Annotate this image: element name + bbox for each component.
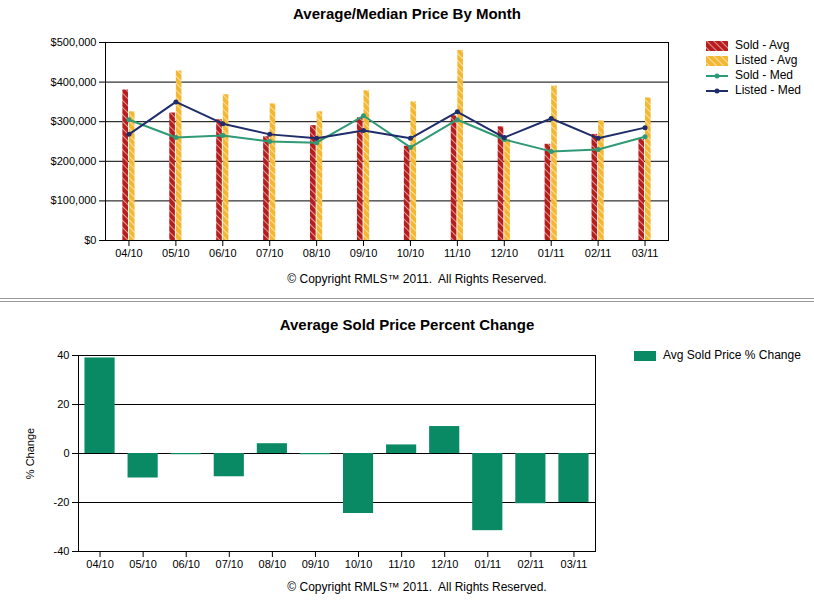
svg-text:20: 20 (57, 398, 69, 410)
svg-text:08/10: 08/10 (259, 558, 287, 570)
html-text:© Copyright RMLS™ 2011. All Ri: © Copyright RMLS™ 2011. All Rights Reser… (287, 580, 547, 594)
svg-text:01/11: 01/11 (538, 247, 565, 259)
svg-text:$300,000: $300,000 (51, 115, 97, 127)
svg-text:06/10: 06/10 (209, 247, 237, 259)
html-text:Sold - Med: Sold - Med (735, 68, 793, 82)
svg-text:11/10: 11/10 (444, 247, 471, 259)
svg-text:08/10: 08/10 (303, 247, 331, 259)
svg-text:$0: $0 (84, 234, 96, 246)
svg-text:$200,000: $200,000 (51, 155, 97, 167)
svg-text:0: 0 (63, 447, 69, 459)
svg-text:01/11: 01/11 (474, 558, 501, 570)
svg-text:-40: -40 (54, 545, 70, 557)
svg-text:06/10: 06/10 (172, 558, 200, 570)
svg-text:03/11: 03/11 (561, 558, 588, 570)
svg-text:12/10: 12/10 (431, 558, 459, 570)
html-text:Average Sold Price Percent Cha: Average Sold Price Percent Change (279, 316, 535, 333)
svg-text:07/10: 07/10 (216, 558, 244, 570)
html-text:Listed - Avg: Listed - Avg (735, 53, 798, 67)
svg-text:09/10: 09/10 (302, 558, 330, 570)
svg-text:40: 40 (57, 349, 69, 361)
svg-text:10/10: 10/10 (397, 247, 425, 259)
svg-text:12/10: 12/10 (491, 247, 519, 259)
svg-text:09/10: 09/10 (350, 247, 378, 259)
svg-text:04/10: 04/10 (86, 558, 114, 570)
svg-text:05/10: 05/10 (162, 247, 190, 259)
html-text:Listed - Med: Listed - Med (735, 83, 801, 97)
svg-text:07/10: 07/10 (256, 247, 284, 259)
svg-text:$500,000: $500,000 (51, 36, 97, 48)
svg-text:$100,000: $100,000 (51, 194, 97, 206)
html-text:Sold - Avg: Sold - Avg (735, 38, 790, 52)
svg-text:02/11: 02/11 (518, 558, 545, 570)
html-text:Average/Median Price By Month: Average/Median Price By Month (293, 5, 521, 22)
svg-text:02/11: 02/11 (585, 247, 612, 259)
svg-text:04/10: 04/10 (115, 247, 143, 259)
svg-text:03/11: 03/11 (632, 247, 659, 259)
html-text:© Copyright RMLS™ 2011. All Ri: © Copyright RMLS™ 2011. All Rights Reser… (287, 272, 547, 286)
svg-text:-20: -20 (54, 496, 70, 508)
svg-text:05/10: 05/10 (129, 558, 157, 570)
svg-text:11/10: 11/10 (388, 558, 415, 570)
svg-text:% Change: % Change (24, 428, 36, 479)
html-text:Avg Sold Price % Change: Avg Sold Price % Change (663, 348, 801, 362)
svg-text:10/10: 10/10 (345, 558, 373, 570)
svg-text:$400,000: $400,000 (51, 76, 97, 88)
